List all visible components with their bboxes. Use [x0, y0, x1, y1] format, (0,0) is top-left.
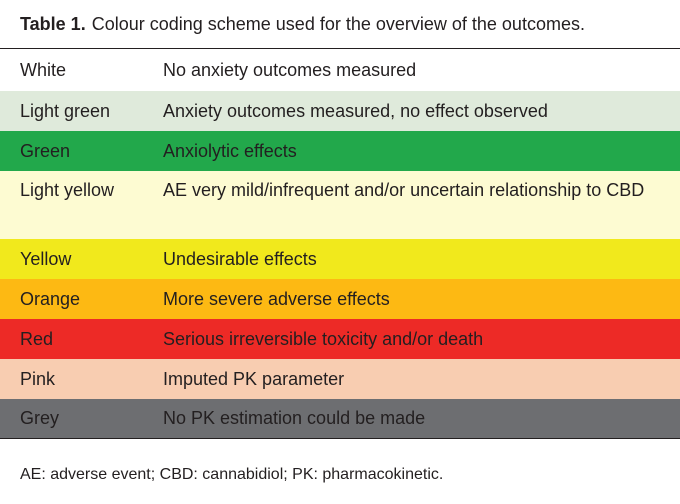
table-caption: Table 1. Colour coding scheme used for th… — [20, 14, 585, 35]
table-row: Green Anxiolytic effects — [0, 130, 680, 171]
colour-meaning: Serious irreversible toxicity and/or dea… — [163, 328, 484, 349]
colour-meaning: No PK estimation could be made — [163, 408, 426, 429]
colour-meaning: Imputed PK parameter — [163, 368, 345, 389]
footnote: AE: adverse event; CBD: cannabidiol; PK:… — [20, 466, 444, 483]
table-row: White No anxiety outcomes measured — [0, 48, 680, 91]
colour-name: Green — [20, 140, 71, 161]
colour-meaning: AE very mild/infrequent and/or uncertain… — [163, 179, 645, 200]
table-row: Light green Anxiety outcomes measured, no… — [0, 90, 680, 131]
colour-meaning: Undesirable effects — [163, 248, 317, 269]
colour-name: Light green — [20, 100, 111, 121]
colour-name: White — [20, 59, 67, 80]
caption-label: Table 1. — [20, 14, 86, 34]
table-row: Yellow Undesirable effects — [0, 238, 680, 279]
table-row: Light yellow AE very mild/infrequent and/… — [0, 170, 680, 239]
table-row: Orange More severe adverse effects — [0, 278, 680, 319]
colour-name: Orange — [20, 288, 81, 309]
colour-name: Yellow — [20, 248, 72, 269]
colour-meaning: More severe adverse effects — [163, 288, 390, 309]
colour-name: Grey — [20, 408, 60, 429]
table-row: Grey No PK estimation could be made — [0, 398, 680, 439]
table-row: Red Serious irreversible toxicity and/or … — [0, 318, 680, 359]
colour-name: Pink — [20, 368, 56, 389]
colour-meaning: No anxiety outcomes measured — [163, 59, 417, 80]
colour-meaning: Anxiolytic effects — [163, 140, 297, 161]
caption-text: Colour coding scheme used for the overvi… — [91, 14, 585, 34]
table: White No anxiety outcomes measured Light g… — [0, 48, 680, 439]
table-row: Pink Imputed PK parameter — [0, 358, 680, 399]
colour-name: Light yellow — [20, 179, 115, 200]
colour-name: Red — [20, 328, 54, 349]
colour-meaning: Anxiety outcomes measured, no effect obs… — [163, 100, 548, 121]
